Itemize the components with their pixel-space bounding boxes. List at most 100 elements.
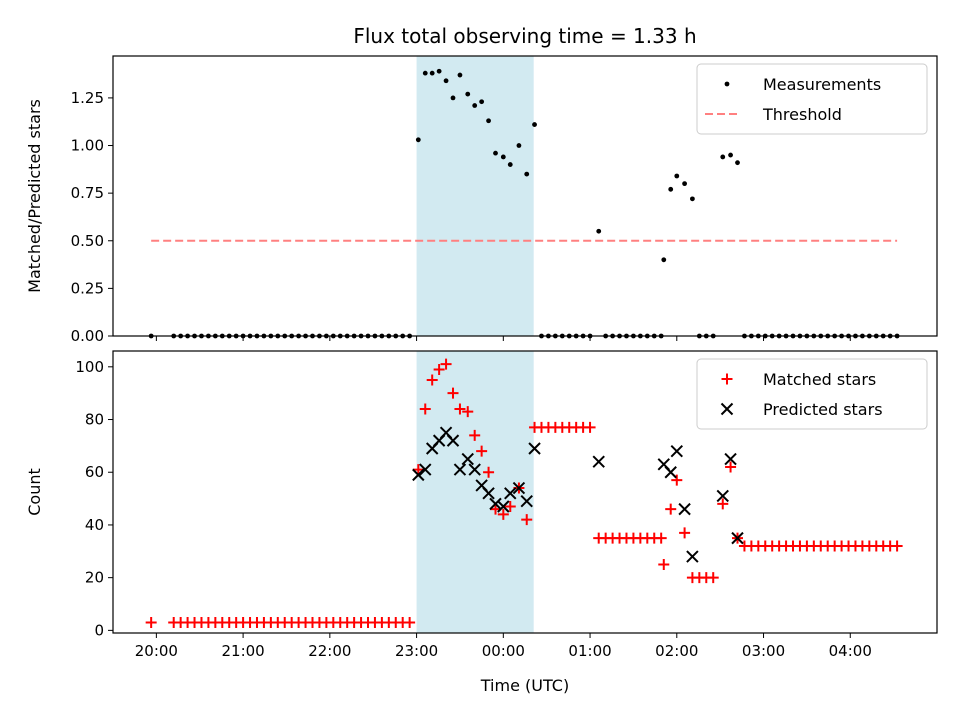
y-tick-label: 20 bbox=[85, 569, 104, 587]
legend-box bbox=[696, 63, 928, 135]
data-point bbox=[735, 160, 740, 166]
data-point bbox=[490, 503, 502, 515]
x-tick-label: 22:00 bbox=[308, 642, 351, 660]
y-tick-label: 0 bbox=[94, 621, 104, 639]
legend-label: Matched stars bbox=[763, 370, 876, 389]
data-point bbox=[479, 99, 485, 105]
data-point bbox=[497, 508, 509, 520]
panel-2: 0 20 40 60 80 100 20:00 21:00 22:00 23:00 00:00 01:… bbox=[25, 350, 938, 660]
data-point bbox=[512, 481, 526, 495]
y-tick-label: 1.25 bbox=[71, 89, 104, 107]
data-point bbox=[716, 489, 729, 503]
data-point bbox=[482, 487, 495, 500]
legend: Matched stars Predicted stars bbox=[696, 358, 928, 430]
data-point bbox=[415, 137, 421, 143]
y-tick-label: 40 bbox=[85, 516, 104, 534]
data-point bbox=[469, 429, 481, 441]
y-tick-label: 0.25 bbox=[71, 279, 104, 297]
data-point bbox=[404, 616, 416, 628]
highlight-span bbox=[416, 56, 534, 336]
x-tick-label: 04:00 bbox=[829, 642, 872, 660]
data-point bbox=[419, 403, 431, 415]
data-point bbox=[489, 497, 502, 511]
plot-frame bbox=[112, 55, 938, 337]
legend-marker bbox=[720, 402, 734, 416]
legend: Measurements Threshold bbox=[696, 63, 928, 135]
y-tick-label: 60 bbox=[85, 463, 104, 481]
data-point bbox=[500, 154, 506, 160]
data-point bbox=[462, 406, 474, 418]
data-point bbox=[717, 498, 729, 510]
data-point bbox=[891, 540, 903, 552]
data-point bbox=[725, 461, 737, 473]
y-tick-label: 1.00 bbox=[71, 137, 104, 155]
y-tick-label: 80 bbox=[85, 411, 104, 429]
data-point bbox=[486, 118, 491, 124]
data-point bbox=[670, 444, 683, 458]
panel-1: 0.00 0.25 0.50 0.75 1.00 1.25 Matched/Predicte… bbox=[25, 55, 938, 345]
y-tick-label: 0.50 bbox=[71, 232, 104, 250]
data-point bbox=[668, 186, 674, 192]
legend-label: Predicted stars bbox=[763, 400, 883, 419]
x-tick-label: 23:00 bbox=[395, 642, 438, 660]
data-point bbox=[724, 452, 737, 466]
data-point bbox=[468, 463, 481, 476]
x-tick-label: 20:00 bbox=[135, 642, 178, 660]
data-point bbox=[596, 228, 602, 234]
legend-marker bbox=[721, 373, 733, 385]
y-tick-label: 0.00 bbox=[71, 327, 104, 345]
y-axis-label: Matched/Predicted stars bbox=[25, 99, 44, 293]
data-point bbox=[422, 70, 428, 76]
data-point bbox=[674, 173, 680, 179]
series-matched-stars bbox=[145, 358, 903, 628]
data-point bbox=[665, 503, 677, 515]
data-point bbox=[682, 181, 687, 187]
legend-marker bbox=[724, 81, 730, 87]
data-point bbox=[145, 616, 157, 628]
data-point bbox=[686, 550, 699, 563]
data-point bbox=[516, 143, 522, 148]
data-point bbox=[472, 103, 478, 108]
data-point bbox=[426, 374, 438, 386]
data-point bbox=[450, 95, 456, 101]
data-point bbox=[493, 150, 498, 156]
data-point bbox=[504, 500, 516, 512]
data-point bbox=[433, 363, 445, 375]
data-point bbox=[584, 421, 596, 433]
x-tick-label: 21:00 bbox=[221, 642, 264, 660]
data-point bbox=[453, 463, 467, 476]
data-point bbox=[658, 558, 670, 570]
data-point bbox=[728, 152, 733, 158]
data-point bbox=[461, 452, 474, 466]
data-point bbox=[504, 487, 517, 500]
data-point bbox=[457, 72, 463, 78]
data-point bbox=[592, 455, 605, 468]
legend-label: Threshold bbox=[762, 105, 842, 124]
y-axis-label: Count bbox=[25, 468, 44, 516]
data-point bbox=[412, 468, 425, 482]
data-point bbox=[655, 532, 667, 544]
data-point bbox=[443, 78, 449, 84]
data-point bbox=[507, 162, 513, 167]
data-point bbox=[532, 122, 537, 127]
plot-frame bbox=[112, 350, 938, 634]
data-point bbox=[707, 572, 719, 584]
x-tick-label: 03:00 bbox=[742, 642, 785, 660]
legend-label: Measurements bbox=[763, 75, 881, 94]
data-point bbox=[454, 403, 466, 415]
chart-title: Flux total observing time = 1.33 h bbox=[353, 24, 696, 48]
x-tick-label: 02:00 bbox=[655, 642, 698, 660]
data-point bbox=[446, 434, 460, 447]
data-point bbox=[679, 527, 691, 539]
data-point bbox=[436, 68, 442, 74]
data-point bbox=[483, 466, 495, 478]
data-point bbox=[671, 474, 683, 486]
data-point bbox=[528, 442, 541, 455]
data-point bbox=[419, 463, 432, 476]
data-point bbox=[690, 196, 695, 202]
data-point bbox=[664, 466, 677, 479]
y-tick-label: 100 bbox=[75, 358, 104, 376]
data-point bbox=[720, 154, 726, 160]
legend-box bbox=[696, 358, 928, 430]
